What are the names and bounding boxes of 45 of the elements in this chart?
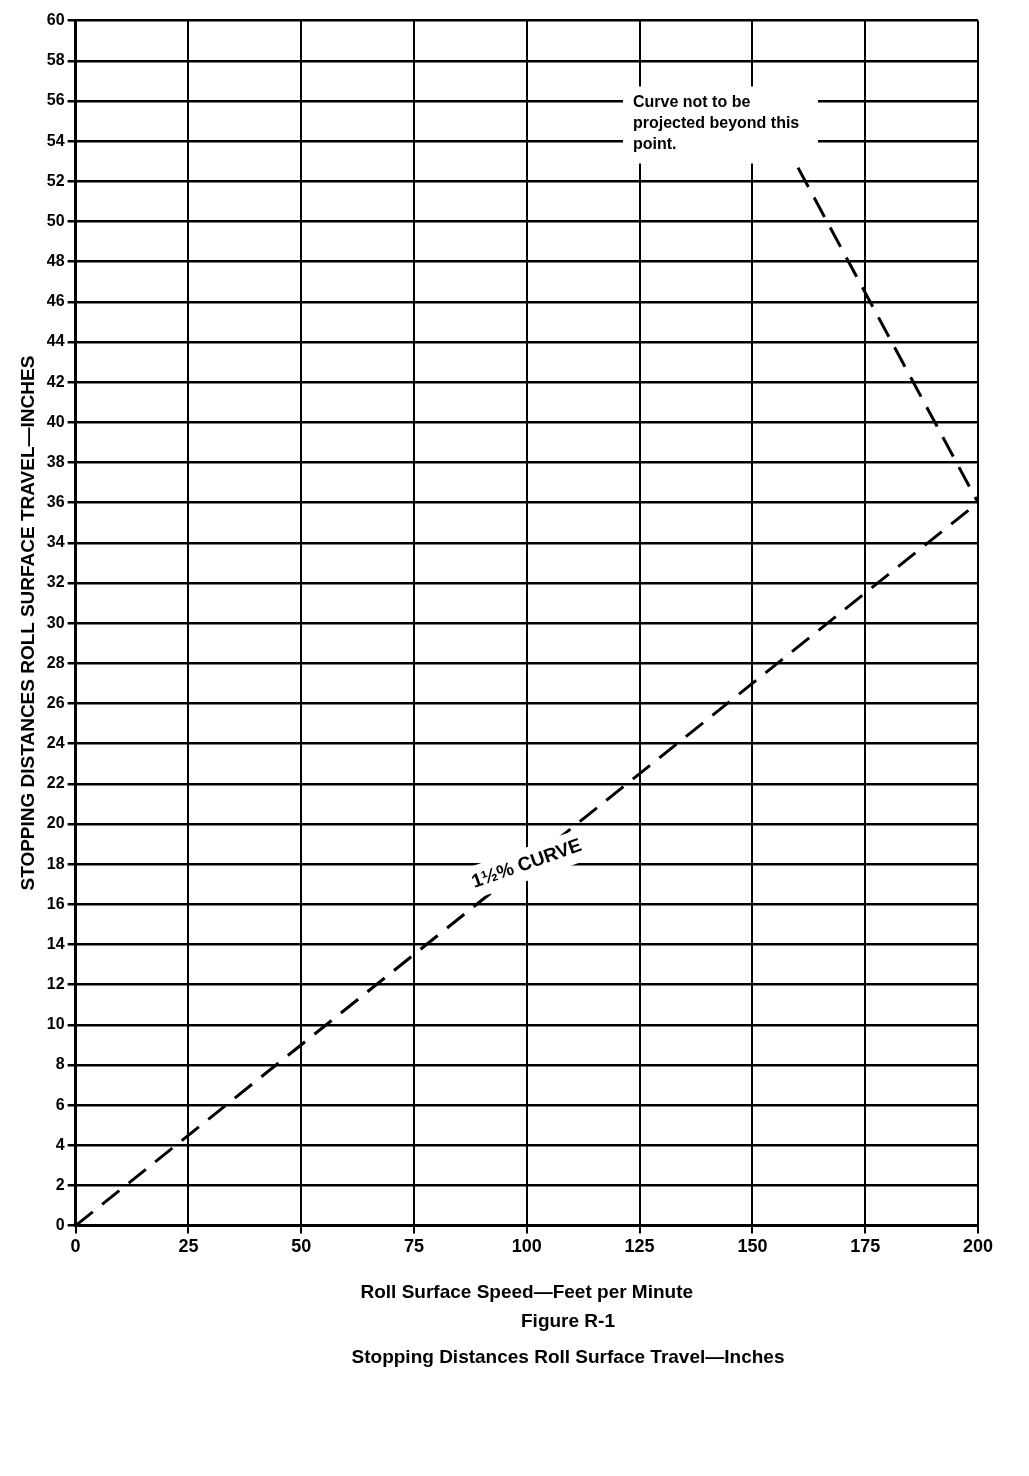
y-tick-label: 18	[46, 854, 65, 872]
y-tick-label: 50	[46, 211, 65, 229]
y-tick-label: 28	[46, 653, 65, 671]
y-tick-label: 2	[55, 1175, 65, 1193]
x-tick-label: 200	[962, 1236, 994, 1257]
y-tick-label: 56	[46, 91, 65, 109]
x-tick-label: 100	[511, 1236, 542, 1257]
text: Figure R-1	[520, 1310, 616, 1332]
y-tick-label: 36	[46, 493, 65, 511]
y-tick-label: 42	[46, 372, 65, 390]
y-tick-label: 12	[46, 975, 65, 993]
y-tick-label: 32	[46, 573, 65, 591]
y-tick-label: 30	[46, 613, 65, 631]
y-tick-label: 26	[46, 693, 65, 711]
y-tick-label: 24	[46, 734, 65, 752]
y-tick-label: 46	[46, 292, 65, 310]
y-tick-label: 14	[46, 934, 65, 952]
y-tick-label: 6	[55, 1095, 65, 1113]
x-tick-label: 25	[178, 1236, 199, 1257]
y-tick-label: 48	[46, 252, 65, 270]
y-tick-label: 10	[46, 1015, 65, 1033]
y-tick-label: 60	[46, 11, 65, 29]
y-tick-label: 44	[46, 332, 65, 350]
y-tick-label: 34	[46, 533, 65, 551]
y-axis-title: STOPPING DISTANCES ROLL SURFACE TRAVEL—INCHES	[16, 355, 38, 891]
y-tick-label: 20	[46, 814, 65, 832]
x-tick-label: 0	[70, 1236, 81, 1257]
x-tick-label: 125	[624, 1236, 655, 1257]
y-tick-label: 52	[46, 171, 65, 189]
y-tick-label: 54	[46, 131, 65, 149]
x-axis-title: Roll Surface Speed—Feet per Minute	[360, 1280, 694, 1302]
y-tick-label: 40	[46, 412, 65, 430]
y-tick-label: 16	[46, 894, 65, 912]
y-tick-label: 38	[46, 452, 65, 470]
y-tick-label: 4	[55, 1135, 65, 1153]
x-tick-label: 75	[403, 1236, 425, 1257]
y-tick-label: 22	[46, 774, 65, 792]
annotation: Curve not to be projected beyond this point.	[633, 93, 800, 153]
y-tick-label: 0	[55, 1216, 65, 1234]
text: Stopping Distances Roll Surface Travel—Inches	[350, 1346, 786, 1368]
x-tick-label: 175	[850, 1236, 881, 1257]
y-tick-label: 8	[55, 1055, 65, 1073]
x-tick-label: 50	[291, 1236, 312, 1257]
y-tick-label: 58	[46, 51, 65, 69]
x-tick-label: 150	[737, 1236, 768, 1257]
